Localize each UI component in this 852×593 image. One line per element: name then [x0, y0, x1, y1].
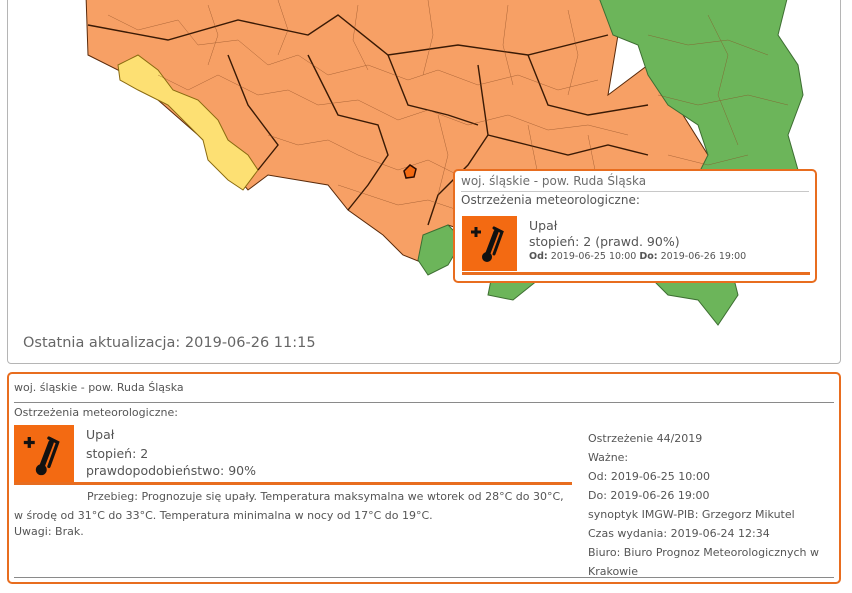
warning-remarks: Uwagi: Brak. — [14, 525, 84, 538]
popup-level-bar — [462, 272, 810, 275]
warning-issued: Czas wydania: 2019-06-24 12:34 — [588, 527, 770, 540]
popup-divider — [461, 191, 809, 192]
warning-region: woj. śląskie - pow. Ruda Śląska — [14, 381, 184, 394]
thermometer-plus-icon — [14, 425, 74, 485]
warning-level: stopień: 2 — [86, 446, 149, 461]
last-update-text: Ostatnia aktualizacja: 2019-06-26 11:15 — [23, 335, 316, 351]
warning-meta: Ostrzeżenie 44/2019 Ważne: Od: 2019-06-2… — [588, 429, 838, 581]
warning-to: Do: 2019-06-26 19:00 — [588, 489, 710, 502]
warning-office: Biuro: Biuro Prognoz Meteorologicznych w… — [588, 546, 819, 578]
region-none-east[interactable] — [598, 0, 804, 326]
warning-level-bar — [14, 482, 572, 485]
popup-dates: Od: 2019-06-25 10:00 Do: 2019-06-26 19:0… — [529, 251, 747, 262]
warning-forecaster: synoptyk IMGW-PIB: Grzegorz Mikutel — [588, 508, 795, 521]
region-level1[interactable] — [117, 54, 259, 191]
warning-divider-bottom — [14, 577, 834, 578]
map-tooltip-popup: woj. śląskie - pow. Ruda Śląska Ostrzeże… — [453, 169, 817, 283]
popup-subtitle: Ostrzeżenia meteorologiczne: — [461, 193, 640, 207]
warning-valid-label: Ważne: — [588, 451, 629, 464]
warning-name: Upał — [86, 427, 115, 442]
warning-subtitle: Ostrzeżenia meteorologiczne: — [14, 406, 178, 419]
popup-warning-name: Upał — [529, 218, 558, 233]
warning-probability: prawdopodobieństwo: 90% — [86, 463, 256, 478]
warning-from: Od: 2019-06-25 10:00 — [588, 470, 710, 483]
popup-warning-level: stopień: 2 (prawd. 90%) — [529, 234, 680, 249]
warning-details-panel: woj. śląskie - pow. Ruda Śląska Ostrzeże… — [7, 372, 841, 584]
warning-divider-top — [14, 402, 834, 403]
selected-county-ruda-slaska[interactable] — [403, 164, 417, 179]
warning-number: Ostrzeżenie 44/2019 — [588, 432, 703, 445]
region-none-south-1[interactable] — [417, 224, 464, 276]
warning-description: Przebieg: Prognozuje się upały. Temperat… — [14, 490, 564, 522]
popup-region: woj. śląskie - pow. Ruda Śląska — [461, 174, 647, 188]
thermometer-plus-icon — [462, 216, 517, 271]
